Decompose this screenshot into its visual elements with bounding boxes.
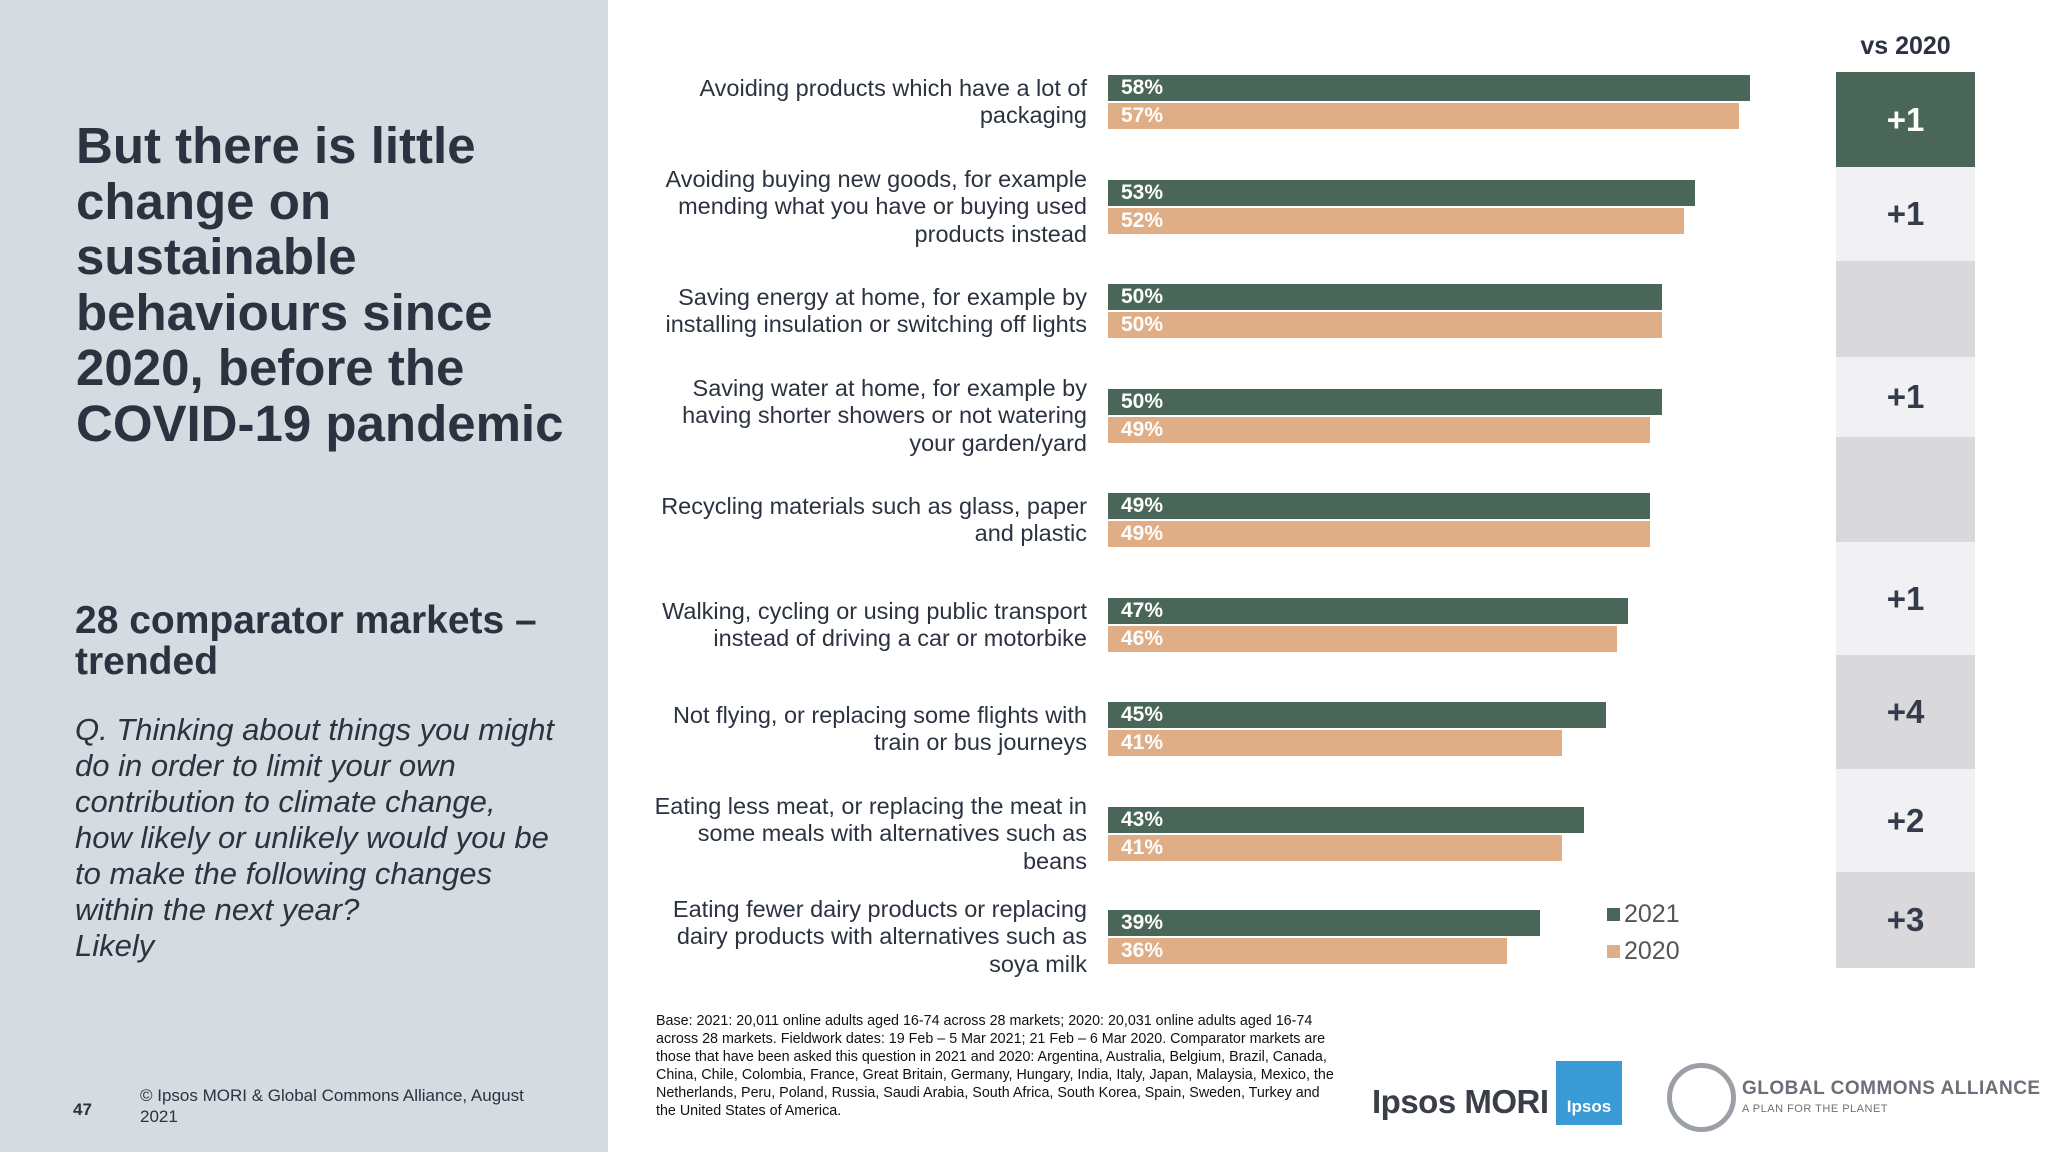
bar-2020: 49%: [1108, 417, 1651, 443]
category-label: Saving energy at home, for example by in…: [665, 283, 1088, 338]
change-cell: +3: [1836, 872, 1975, 968]
category-label: Recycling materials such as glass, paper…: [661, 492, 1087, 547]
question-answer: Likely: [75, 928, 155, 963]
category-label: Eating less meat, or replacing the meat …: [654, 792, 1087, 874]
data-label: 47%: [1121, 599, 1164, 622]
bar-chart: vs 2020 2021 2020 Avoiding products whic…: [654, 32, 1975, 977]
change-cell: +1: [1836, 357, 1975, 437]
bar-2021: 47%: [1108, 598, 1629, 624]
data-label: 49%: [1121, 522, 1164, 545]
data-label: 41%: [1121, 731, 1164, 754]
category-label: Walking, cycling or using public transpo…: [662, 597, 1087, 652]
data-label: 45%: [1121, 703, 1164, 726]
bar-2021: 58%: [1108, 75, 1751, 101]
change-cell: [1836, 437, 1975, 542]
gca-logo-circle-icon: [1667, 1063, 1736, 1132]
bar-2020: 57%: [1108, 103, 1739, 129]
legend-label: 2021: [1624, 900, 1680, 928]
category-label: Eating fewer dairy products or replacing…: [672, 895, 1087, 977]
gca-logo-tagline: A PLAN FOR THE PLANET: [1742, 1103, 1889, 1115]
change-cell: +1: [1836, 72, 1975, 167]
change-column-header: vs 2020: [1860, 32, 1951, 60]
change-cell: +1: [1836, 542, 1975, 655]
bar-2020: 50%: [1108, 312, 1662, 338]
survey-question: Q. Thinking about things you might do in…: [75, 712, 555, 964]
data-label: 50%: [1121, 390, 1164, 413]
bar-2021: 50%: [1108, 389, 1662, 415]
category-label: Saving water at home, for example by hav…: [682, 374, 1087, 456]
data-label: 50%: [1121, 313, 1164, 336]
data-label: 36%: [1121, 939, 1164, 962]
bar-2021: 50%: [1108, 284, 1662, 310]
bar-2021: 49%: [1108, 493, 1651, 519]
bar-2020: 36%: [1108, 938, 1507, 964]
data-label: 46%: [1121, 627, 1164, 650]
legend-label: 2020: [1624, 937, 1680, 965]
data-label: 58%: [1121, 76, 1164, 99]
bar-2021: 45%: [1108, 702, 1607, 728]
legend-swatch: [1607, 908, 1620, 921]
bar-2020: 41%: [1108, 835, 1562, 861]
data-label: 57%: [1121, 104, 1164, 127]
question-text: Q. Thinking about things you might do in…: [75, 712, 555, 927]
bar-2020: 52%: [1108, 208, 1684, 234]
category-label: Not flying, or replacing some flights wi…: [672, 701, 1087, 756]
category-label: Avoiding buying new goods, for example m…: [665, 165, 1087, 247]
data-label: 50%: [1121, 285, 1164, 308]
page-title: But there is little change on sustainabl…: [76, 117, 564, 452]
data-label: 41%: [1121, 836, 1164, 859]
subtitle: 28 comparator markets – trended: [75, 599, 537, 683]
data-label: 53%: [1121, 181, 1164, 204]
bar-2020: 49%: [1108, 521, 1651, 547]
footnote: Base: 2021: 20,011 online adults aged 16…: [656, 1013, 1334, 1119]
bar-2021: 39%: [1108, 910, 1540, 936]
ipsos-logo: Ipsos: [1556, 1061, 1622, 1125]
data-label: 52%: [1121, 209, 1164, 232]
gca-logo-title: GLOBAL COMMONS ALLIANCE: [1742, 1078, 2041, 1099]
category-label: Avoiding products which have a lot of pa…: [699, 74, 1087, 129]
change-cell: [1836, 261, 1975, 357]
data-label: 49%: [1121, 494, 1164, 517]
copyright: © Ipsos MORI & Global Commons Alliance, …: [140, 1086, 524, 1126]
change-cell: +1: [1836, 167, 1975, 261]
legend-swatch: [1607, 945, 1620, 958]
change-cell: +2: [1836, 769, 1975, 872]
data-label: 49%: [1121, 418, 1164, 441]
data-label: 43%: [1121, 808, 1164, 831]
legend-item-2020: 2020: [1607, 937, 1680, 966]
bar-2021: 43%: [1108, 807, 1584, 833]
data-label: 39%: [1121, 911, 1164, 934]
left-panel: But there is little change on sustainabl…: [0, 0, 608, 1152]
bar-2021: 53%: [1108, 180, 1695, 206]
bar-2020: 41%: [1108, 730, 1562, 756]
ipsos-mori-logo: Ipsos MORI: [1372, 1083, 1549, 1120]
bar-2020: 46%: [1108, 626, 1618, 652]
page-number: 47: [73, 1100, 92, 1119]
legend-item-2021: 2021: [1607, 900, 1680, 929]
change-cell: +4: [1836, 655, 1975, 769]
